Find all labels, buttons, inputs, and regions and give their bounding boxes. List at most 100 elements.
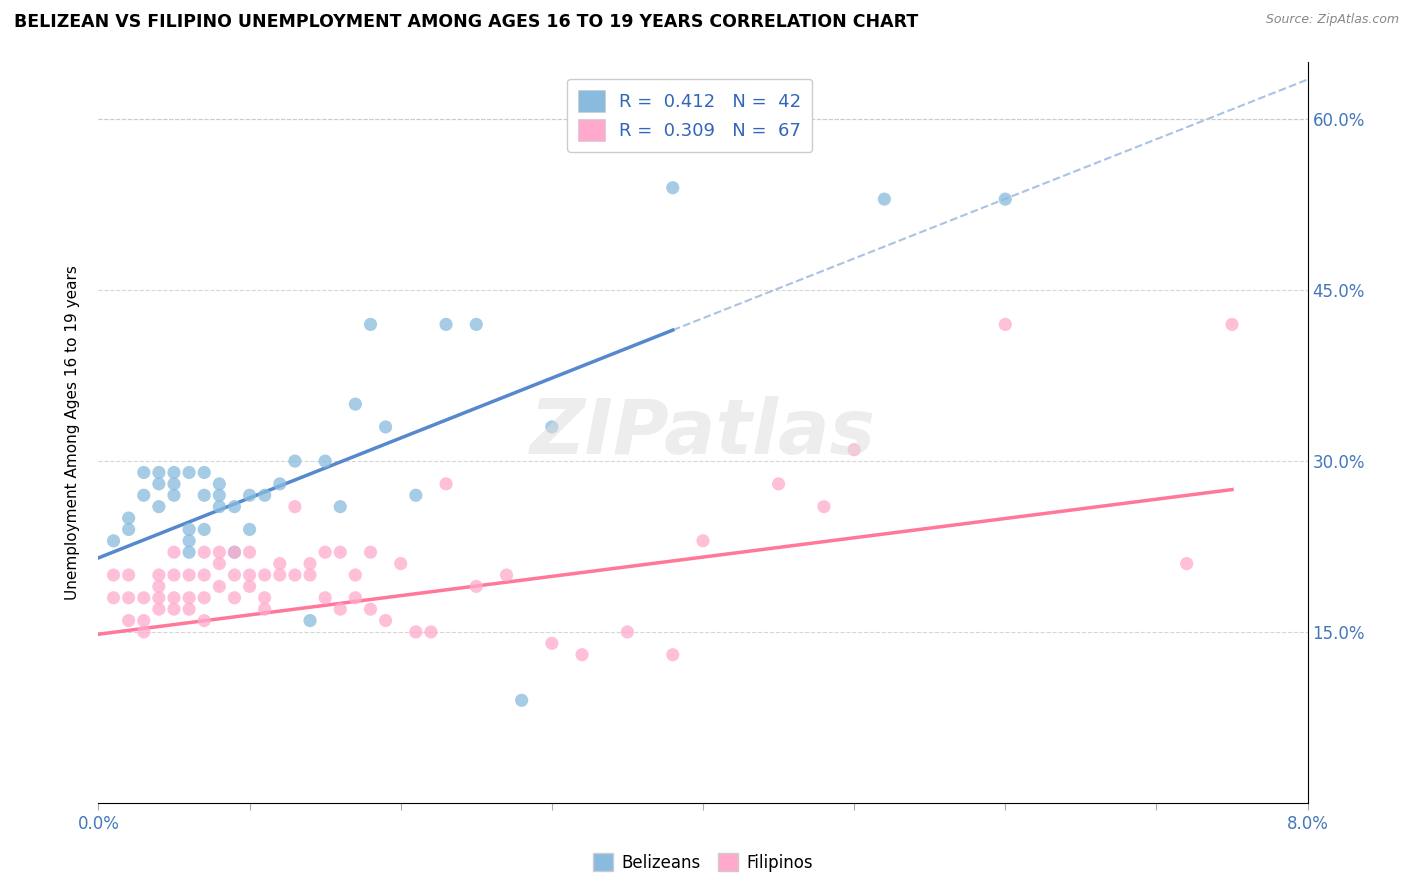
Point	[132, 591, 155, 605]
Point	[103, 591, 125, 605]
Point	[420, 624, 443, 639]
Point	[118, 523, 141, 537]
Point	[224, 568, 246, 582]
Text: Source: ZipAtlas.com: Source: ZipAtlas.com	[1265, 13, 1399, 27]
Point	[994, 192, 1017, 206]
Point	[465, 579, 488, 593]
Point	[360, 545, 382, 559]
Point	[208, 500, 231, 514]
Point	[314, 545, 336, 559]
Point	[374, 614, 396, 628]
Point	[193, 545, 215, 559]
Point	[224, 545, 246, 559]
Point	[163, 591, 186, 605]
Point	[148, 602, 170, 616]
Point	[269, 568, 291, 582]
Point	[571, 648, 593, 662]
Point	[405, 624, 427, 639]
Point	[616, 624, 638, 639]
Point	[329, 545, 352, 559]
Point	[118, 614, 141, 628]
Point	[314, 591, 336, 605]
Point	[163, 602, 186, 616]
Point	[269, 476, 291, 491]
Legend: R =  0.412   N =  42, R =  0.309   N =  67: R = 0.412 N = 42, R = 0.309 N = 67	[567, 78, 813, 152]
Point	[873, 192, 896, 206]
Point	[224, 500, 246, 514]
Point	[193, 614, 215, 628]
Point	[208, 557, 231, 571]
Point	[148, 466, 170, 480]
Point	[661, 648, 683, 662]
Point	[405, 488, 427, 502]
Y-axis label: Unemployment Among Ages 16 to 19 years: Unemployment Among Ages 16 to 19 years	[65, 265, 80, 600]
Point	[239, 523, 262, 537]
Point	[148, 500, 170, 514]
Point	[224, 545, 246, 559]
Point	[1220, 318, 1243, 332]
Point	[118, 591, 141, 605]
Point	[269, 557, 291, 571]
Point	[208, 488, 231, 502]
Point	[118, 511, 141, 525]
Point	[844, 442, 866, 457]
Point	[208, 545, 231, 559]
Point	[163, 568, 186, 582]
Point	[179, 533, 201, 548]
Legend: Belizeans, Filipinos: Belizeans, Filipinos	[586, 847, 820, 879]
Point	[179, 568, 201, 582]
Point	[510, 693, 533, 707]
Point	[813, 500, 835, 514]
Point	[148, 568, 170, 582]
Point	[208, 579, 231, 593]
Point	[239, 579, 262, 593]
Point	[284, 500, 307, 514]
Point	[768, 476, 790, 491]
Point	[661, 180, 683, 194]
Point	[148, 579, 170, 593]
Point	[193, 466, 215, 480]
Point	[253, 591, 276, 605]
Point	[132, 624, 155, 639]
Point	[299, 568, 322, 582]
Point	[179, 602, 201, 616]
Point	[118, 568, 141, 582]
Point	[329, 500, 352, 514]
Point	[193, 523, 215, 537]
Point	[495, 568, 517, 582]
Point	[179, 591, 201, 605]
Point	[434, 318, 457, 332]
Point	[148, 591, 170, 605]
Point	[465, 318, 488, 332]
Point	[314, 454, 336, 468]
Text: ZIPatlas: ZIPatlas	[530, 396, 876, 469]
Point	[179, 466, 201, 480]
Point	[540, 420, 562, 434]
Point	[299, 614, 322, 628]
Point	[193, 488, 215, 502]
Text: BELIZEAN VS FILIPINO UNEMPLOYMENT AMONG AGES 16 TO 19 YEARS CORRELATION CHART: BELIZEAN VS FILIPINO UNEMPLOYMENT AMONG …	[14, 13, 918, 31]
Point	[208, 476, 231, 491]
Point	[163, 488, 186, 502]
Point	[253, 568, 276, 582]
Point	[239, 568, 262, 582]
Point	[360, 602, 382, 616]
Point	[344, 591, 367, 605]
Point	[179, 545, 201, 559]
Point	[103, 533, 125, 548]
Point	[132, 614, 155, 628]
Point	[540, 636, 562, 650]
Point	[360, 318, 382, 332]
Point	[1175, 557, 1198, 571]
Point	[103, 568, 125, 582]
Point	[329, 602, 352, 616]
Point	[148, 476, 170, 491]
Point	[253, 602, 276, 616]
Point	[163, 466, 186, 480]
Point	[692, 533, 714, 548]
Point	[193, 591, 215, 605]
Point	[434, 476, 457, 491]
Point	[132, 466, 155, 480]
Point	[389, 557, 412, 571]
Point	[284, 568, 307, 582]
